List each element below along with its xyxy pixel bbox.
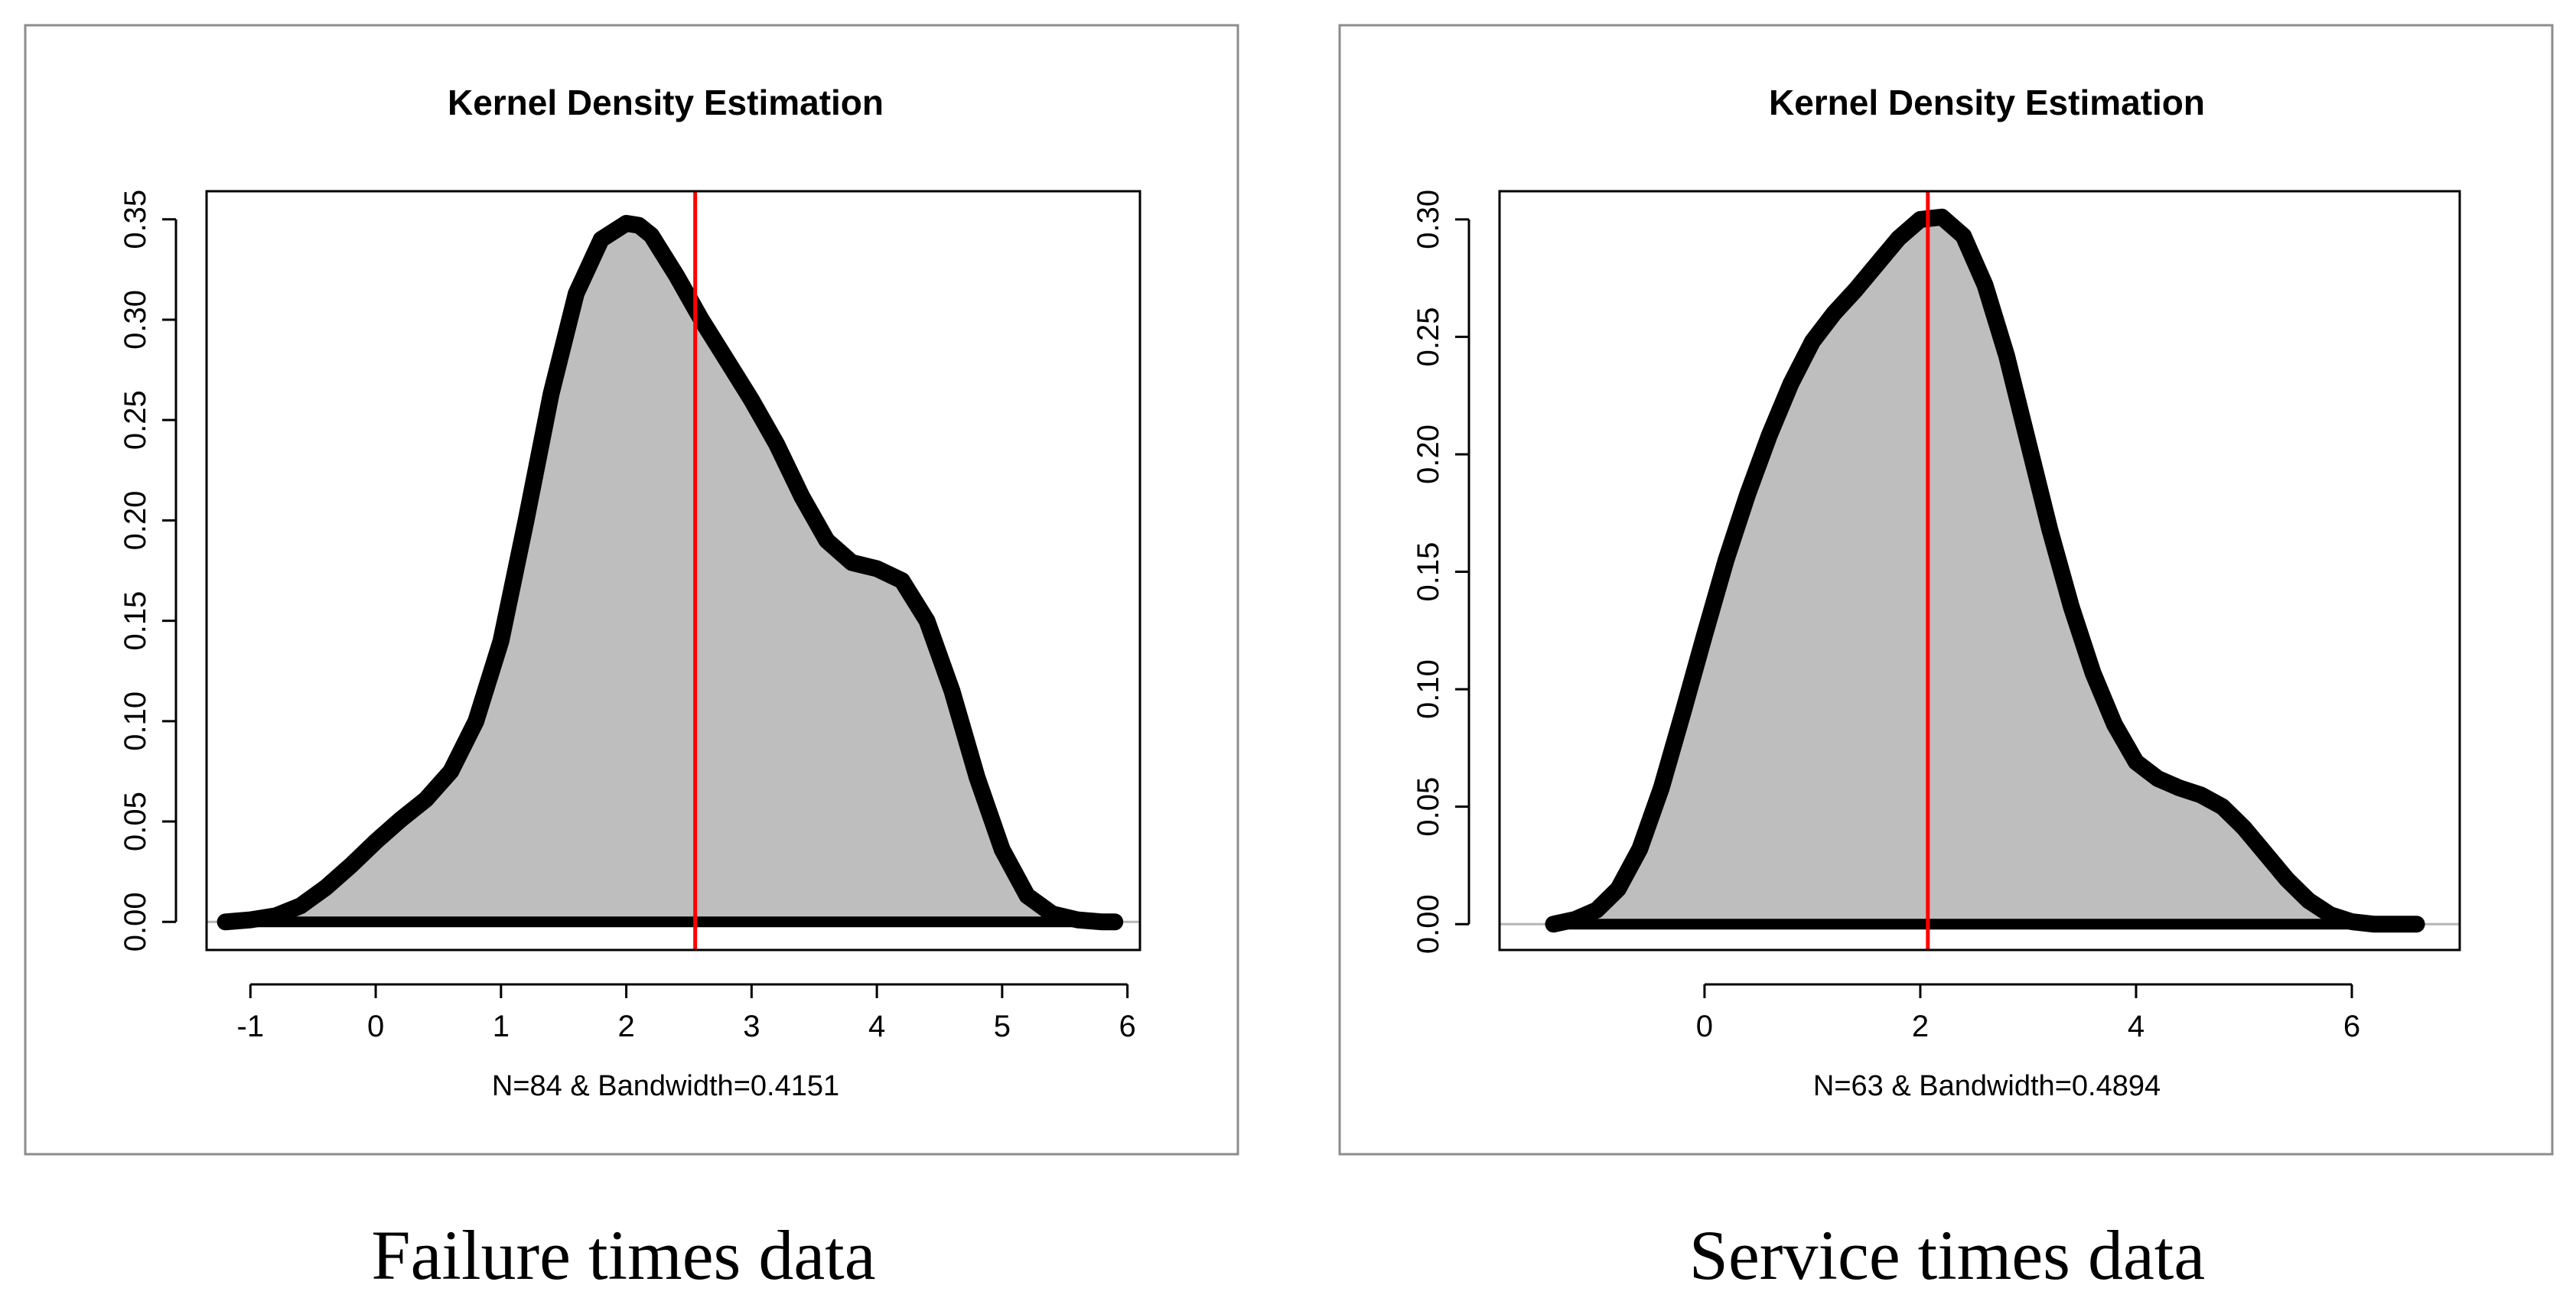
x-tick-label: 1 bbox=[493, 1010, 510, 1043]
plot-box bbox=[1498, 190, 2461, 952]
x-tick-label: -1 bbox=[237, 1010, 265, 1043]
density-area bbox=[225, 223, 1115, 922]
y-tick-label: 0.25 bbox=[1412, 307, 1445, 366]
failure-times-panel: Kernel Density Estimation -1 0 1 2 3 4 5 6 0.00… bbox=[24, 24, 1239, 1294]
chart-title: Kernel Density Estimation bbox=[448, 83, 884, 122]
x-tick-label: 5 bbox=[994, 1010, 1011, 1043]
density-curve bbox=[217, 215, 1124, 931]
density-area bbox=[1553, 216, 2417, 925]
y-tick-label: 0.10 bbox=[1412, 659, 1445, 719]
x-tick-label: 3 bbox=[743, 1010, 760, 1043]
x-tick-label: 0 bbox=[367, 1010, 384, 1043]
density-marks bbox=[1500, 191, 2460, 950]
y-tick-label: 0.35 bbox=[119, 190, 152, 249]
x-tick-label: 2 bbox=[617, 1010, 634, 1043]
y-axis: 0.00 0.05 0.10 0.15 0.20 0.25 0.30 0.35 bbox=[119, 190, 177, 952]
x-tick-label: 0 bbox=[1696, 1010, 1713, 1043]
y-tick-label: 0.25 bbox=[119, 390, 152, 450]
y-axis: 0.00 0.05 0.10 0.15 0.20 0.25 0.30 bbox=[1412, 190, 1470, 954]
y-tick-label: 0.00 bbox=[119, 892, 152, 952]
density-marks bbox=[207, 191, 1140, 950]
x-tick-label: 2 bbox=[1912, 1010, 1929, 1043]
x-tick-label: 6 bbox=[1119, 1010, 1135, 1043]
x-tick-label: 4 bbox=[868, 1010, 885, 1043]
chart-title: Kernel Density Estimation bbox=[1769, 83, 2205, 122]
plot-box bbox=[205, 190, 1141, 952]
y-tick-label: 0.05 bbox=[1412, 777, 1445, 837]
y-tick-label: 0.15 bbox=[1412, 542, 1445, 602]
x-axis-label: N=63 & Bandwidth=0.4894 bbox=[1813, 1070, 2161, 1102]
y-tick-label: 0.30 bbox=[1412, 190, 1445, 249]
y-tick-label: 0.00 bbox=[1412, 894, 1445, 954]
x-tick-label: 4 bbox=[2128, 1010, 2144, 1043]
y-tick-label: 0.20 bbox=[1412, 425, 1445, 484]
x-tick-label: 6 bbox=[2343, 1010, 2360, 1043]
y-tick-label: 0.20 bbox=[119, 490, 152, 550]
y-tick-label: 0.30 bbox=[119, 290, 152, 350]
y-tick-label: 0.05 bbox=[119, 792, 152, 851]
y-tick-label: 0.15 bbox=[119, 591, 152, 651]
panel-caption: Failure times data bbox=[371, 1216, 875, 1294]
y-tick-label: 0.10 bbox=[119, 691, 152, 751]
x-axis-label: N=84 & Bandwidth=0.4151 bbox=[492, 1070, 839, 1102]
x-axis: -1 0 1 2 3 4 5 6 bbox=[237, 983, 1136, 1043]
x-axis: 0 2 4 6 bbox=[1696, 983, 2360, 1043]
density-curve bbox=[1545, 208, 2425, 933]
panel-caption: Service times data bbox=[1689, 1216, 2205, 1294]
